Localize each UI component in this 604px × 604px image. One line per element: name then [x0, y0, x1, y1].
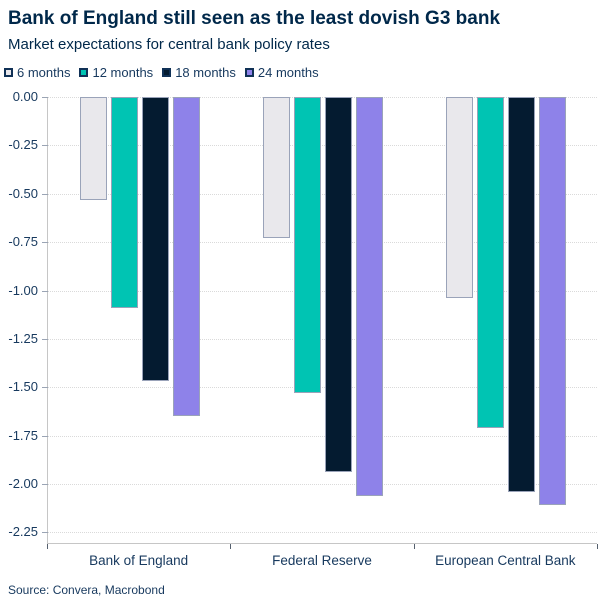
bar-24-months-bank-of-england — [172, 97, 200, 417]
legend-label: 6 months — [17, 65, 71, 80]
gridline — [48, 290, 597, 292]
legend-marker-18-months — [162, 68, 172, 77]
y-axis-tick-label: -0.25 — [8, 137, 38, 153]
legend: 6 months 12 months 18 months 24 months — [4, 65, 328, 80]
y-axis-tick — [42, 387, 48, 389]
y-axis-tick — [42, 435, 48, 437]
y-axis-tick — [42, 97, 48, 98]
chart-title: Bank of England still seen as the least … — [8, 8, 501, 29]
gridline — [48, 97, 597, 98]
x-axis-tick — [230, 544, 232, 549]
bar-6-months-european-central-bank — [446, 97, 474, 299]
bar-12-months-federal-reserve — [294, 97, 321, 394]
legend-item-6-months: 6 months — [4, 65, 70, 80]
y-axis-tick — [42, 484, 48, 485]
y-axis-tick — [42, 338, 48, 340]
gridline — [48, 193, 597, 195]
gridline — [48, 484, 597, 485]
bar-18-months-bank-of-england — [141, 97, 169, 382]
y-axis-tick — [42, 290, 48, 292]
y-axis-tick — [42, 242, 48, 244]
y-axis-tick — [42, 145, 48, 147]
y-axis-tick-label: 0.00 — [12, 89, 38, 104]
gridline — [48, 145, 597, 147]
x-axis-category-label: Federal Reserve — [272, 553, 372, 568]
legend-item-24-months: 24 months — [244, 65, 319, 80]
y-axis-tick-label: -2.00 — [8, 476, 38, 491]
bar-18-months-european-central-bank — [508, 97, 536, 492]
bar-6-months-federal-reserve — [263, 97, 290, 239]
legend-marker-24-months — [244, 68, 254, 77]
bar-12-months-bank-of-england — [110, 97, 138, 308]
x-axis-category-label: Bank of England — [89, 553, 189, 568]
x-axis-tick — [597, 544, 598, 549]
y-axis-tick-label: -2.25 — [8, 524, 38, 540]
legend-label: 24 months — [257, 65, 319, 80]
y-axis-tick — [42, 532, 48, 534]
legend-item-18-months: 18 months — [162, 65, 236, 80]
source-note: Source: Convera, Macrobond — [8, 583, 165, 597]
chart-subtitle: Market expectations for central bank pol… — [8, 36, 330, 53]
y-axis-tick-label: -0.50 — [8, 185, 38, 201]
gridline — [48, 338, 597, 340]
legend-item-12-months: 12 months — [79, 65, 153, 80]
gridline — [48, 532, 597, 534]
bar-24-months-federal-reserve — [356, 97, 383, 496]
y-axis-tick-label: -1.00 — [8, 282, 38, 298]
gridline — [48, 387, 597, 389]
legend-label: 12 months — [92, 65, 154, 80]
gridline — [48, 242, 597, 244]
legend-label: 18 months — [175, 65, 236, 80]
legend-marker-12-months — [79, 68, 89, 77]
x-axis-category-label: European Central Bank — [435, 553, 576, 568]
y-axis-tick-label: -1.50 — [8, 379, 38, 395]
y-axis-tick — [42, 193, 48, 195]
y-axis-tick-label: -1.75 — [8, 427, 38, 443]
y-axis-tick-label: -1.25 — [8, 330, 38, 346]
bar-24-months-european-central-bank — [539, 97, 567, 506]
gridline — [48, 435, 597, 437]
x-axis-tick — [47, 544, 48, 549]
bar-18-months-federal-reserve — [325, 97, 352, 473]
x-axis-tick — [413, 544, 415, 549]
plot-area — [42, 97, 597, 544]
bar-12-months-european-central-bank — [477, 97, 505, 428]
y-axis-tick-label: -0.75 — [8, 234, 38, 250]
legend-marker-6-months — [4, 68, 13, 77]
bar-6-months-bank-of-england — [79, 97, 107, 200]
